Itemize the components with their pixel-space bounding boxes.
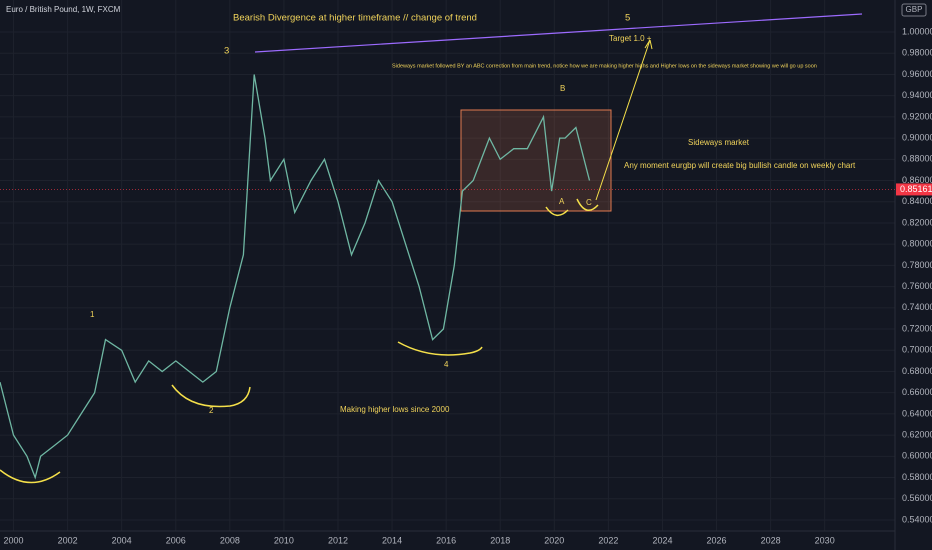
y-tick-label: 0.74000 <box>902 302 932 312</box>
x-tick-label: 2016 <box>436 535 456 545</box>
x-tick-label: 2018 <box>490 535 510 545</box>
y-tick-label: 1.00000 <box>902 26 932 36</box>
x-tick-label: 2000 <box>4 535 24 545</box>
y-tick-label: 0.68000 <box>902 366 932 376</box>
annotation: 5 <box>625 13 630 24</box>
y-tick-label: 0.94000 <box>902 90 932 100</box>
annotation: 3 <box>224 46 229 57</box>
curve-4 <box>397 341 483 356</box>
annotation: 4 <box>444 360 449 369</box>
annotation: 2 <box>209 406 214 415</box>
y-tick-label: 0.66000 <box>902 387 932 397</box>
grid <box>0 0 895 531</box>
y-tick-label: 0.88000 <box>902 154 932 164</box>
annotation: Sideways market <box>688 138 750 147</box>
last-price-label: 0.85161 <box>900 184 932 194</box>
curve-1 <box>0 469 61 484</box>
range-box <box>460 109 612 212</box>
x-tick-label: 2012 <box>328 535 348 545</box>
curve-2 <box>171 384 251 408</box>
x-tick-label: 2002 <box>58 535 78 545</box>
annotation: Sideways market followed BY an ABC corre… <box>392 63 817 69</box>
y-tick-label: 0.58000 <box>902 472 932 482</box>
y-tick-label: 0.54000 <box>902 514 932 524</box>
curve-a <box>545 206 569 216</box>
y-tick-label: 0.80000 <box>902 239 932 249</box>
x-tick-label: 2006 <box>166 535 186 545</box>
y-tick-label: 0.76000 <box>902 281 932 291</box>
x-tick-label: 2020 <box>544 535 564 545</box>
x-tick-label: 2030 <box>815 535 835 545</box>
annotation: B <box>560 84 565 93</box>
annotation: Target 1.0 + <box>609 34 652 43</box>
annotation: 1 <box>90 310 95 319</box>
annotation: Any moment eurgbp will create big bullis… <box>624 161 856 170</box>
x-tick-label: 2026 <box>707 535 727 545</box>
currency-badge <box>901 3 927 17</box>
y-tick-label: 0.72000 <box>902 323 932 333</box>
y-tick-label: 0.86000 <box>902 175 932 185</box>
annotation: Making higher lows since 2000 <box>340 405 450 414</box>
x-tick-label: 2022 <box>598 535 618 545</box>
x-tick-label: 2008 <box>220 535 240 545</box>
y-tick-label: 0.64000 <box>902 408 932 418</box>
arrow-line <box>595 39 651 201</box>
last-price-badge <box>896 183 932 196</box>
x-tick-label: 2010 <box>274 535 294 545</box>
chart-title: Euro / British Pound, 1W, FXCM <box>6 5 121 14</box>
y-tick-label: 0.60000 <box>902 451 932 461</box>
y-tick-label: 0.98000 <box>902 48 932 58</box>
x-tick-label: 2014 <box>382 535 402 545</box>
currency-label: GBP <box>906 5 923 14</box>
y-tick-label: 0.82000 <box>902 217 932 227</box>
y-tick-label: 0.78000 <box>902 260 932 270</box>
arrow-head <box>644 39 653 50</box>
y-tick-label: 0.62000 <box>902 429 932 439</box>
curve-c <box>576 198 599 211</box>
annotation: A <box>559 197 565 206</box>
y-tick-label: 0.90000 <box>902 132 932 142</box>
y-tick-label: 0.92000 <box>902 111 932 121</box>
x-tick-label: 2024 <box>652 535 672 545</box>
y-tick-label: 0.96000 <box>902 69 932 79</box>
y-tick-label: 0.70000 <box>902 345 932 355</box>
y-tick-label: 0.84000 <box>902 196 932 206</box>
price-line <box>0 74 591 480</box>
annotation: C <box>586 198 592 207</box>
x-tick-label: 2004 <box>112 535 132 545</box>
annotation: Bearish Divergence at higher timeframe /… <box>233 13 477 24</box>
x-tick-label: 2028 <box>761 535 781 545</box>
trend-line <box>254 13 863 53</box>
y-tick-label: 0.56000 <box>902 493 932 503</box>
